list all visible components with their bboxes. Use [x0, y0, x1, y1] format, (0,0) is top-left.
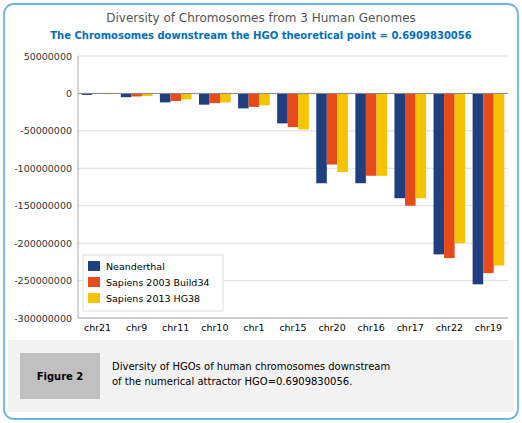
- bar: [277, 93, 288, 123]
- x-tick-label: chr21: [84, 322, 111, 333]
- caption-area: [8, 340, 514, 412]
- bar: [366, 93, 377, 175]
- bar: [249, 93, 260, 106]
- legend-box: [83, 255, 223, 311]
- chart: Diversity of Chromosomes from 3 Human Ge…: [0, 0, 522, 423]
- x-tick-label: chr10: [201, 322, 228, 333]
- grid-line: [78, 318, 508, 319]
- y-tick-label: -300000000: [14, 313, 72, 324]
- bar: [355, 93, 366, 183]
- figure-label-box: [20, 353, 100, 399]
- bar: [394, 93, 405, 198]
- grid: [78, 56, 508, 318]
- bar: [220, 93, 231, 102]
- bar: [160, 93, 171, 102]
- y-tick-label: 50000000: [24, 51, 72, 62]
- caption-line: of the numerical attractor HGO=0.6909830…: [112, 376, 352, 387]
- legend-swatch: [88, 293, 100, 303]
- y-tick-label: -150000000: [14, 200, 72, 211]
- caption-line: Diversity of HGOs of human chromosomes d…: [112, 361, 390, 372]
- x-tick-label: chr1: [243, 322, 264, 333]
- bar: [337, 93, 348, 172]
- y-tick-label: -50000000: [20, 125, 72, 136]
- subtitle: The Chromosomes downstream the HGO theor…: [50, 30, 472, 41]
- y-tick-label: -200000000: [14, 238, 72, 249]
- bar: [444, 93, 455, 258]
- title: Diversity of Chromosomes from 3 Human Ge…: [106, 11, 416, 25]
- figure-caption: Diversity of HGOs of human chromosomes d…: [112, 361, 390, 387]
- legend-label: Sapiens 2013 HG38: [106, 293, 200, 304]
- x-tick-label: chr22: [436, 322, 463, 333]
- bar: [416, 93, 427, 198]
- legend-swatch: [88, 277, 100, 287]
- grid-line: [78, 93, 508, 94]
- y-axis: [78, 56, 79, 318]
- x-tick-label: chr20: [318, 322, 345, 333]
- x-tick-label: chr11: [162, 322, 189, 333]
- bar: [238, 93, 249, 108]
- x-tick-label: chr9: [126, 322, 147, 333]
- bar: [170, 93, 181, 100]
- bar: [199, 93, 210, 104]
- y-tick-label: -100000000: [14, 163, 72, 174]
- grid-line: [78, 56, 508, 57]
- legend: Neanderthal Sapiens 2003 Build34 Sapiens 2…: [83, 255, 223, 311]
- bar: [434, 93, 445, 254]
- y-tick-label: -250000000: [14, 275, 72, 286]
- legend-label: Neanderthal: [106, 261, 165, 272]
- x-tick-label: chr17: [397, 322, 424, 333]
- bar: [483, 93, 494, 273]
- y-tick-label: 0: [66, 88, 72, 99]
- legend-swatch: [88, 261, 100, 271]
- x-axis: [78, 318, 508, 319]
- border: [4, 4, 518, 419]
- bar: [473, 93, 484, 284]
- bar: [494, 93, 505, 265]
- x-tick-label: chr15: [279, 322, 306, 333]
- bar: [259, 93, 270, 105]
- bar: [181, 93, 192, 99]
- bar: [210, 93, 221, 103]
- figure-label: Figure 2: [37, 371, 84, 382]
- bar: [327, 93, 338, 164]
- x-tick-label: chr16: [358, 322, 385, 333]
- bar: [298, 93, 309, 129]
- x-tick-label: chr19: [475, 322, 502, 333]
- zero-line: [78, 93, 508, 94]
- bar: [316, 93, 327, 183]
- bar: [455, 93, 466, 243]
- bar: [405, 93, 416, 205]
- bar: [376, 93, 387, 175]
- bar: [288, 93, 299, 127]
- legend-label: Sapiens 2003 Build34: [106, 277, 210, 288]
- bar: [121, 93, 132, 97]
